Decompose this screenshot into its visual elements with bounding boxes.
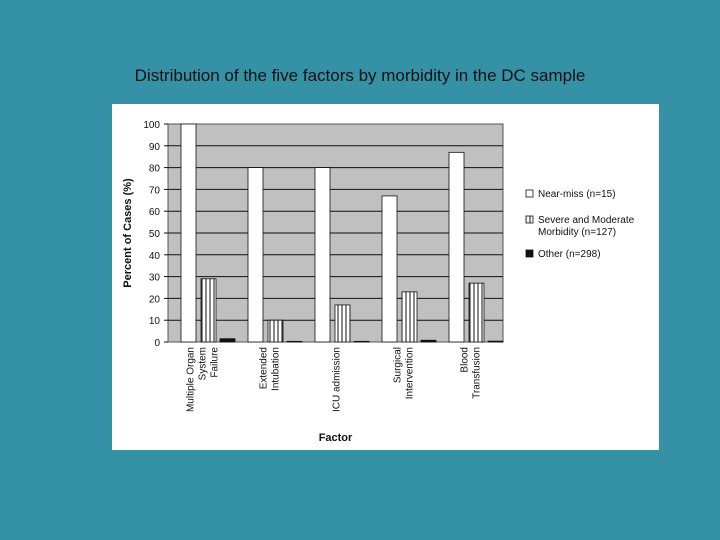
y-tick-label: 60 (149, 207, 161, 218)
y-axis-label: Percent of Cases (%) (122, 178, 134, 288)
x-category-label: Failure (210, 347, 221, 378)
x-category-label: Transfusion (472, 347, 483, 399)
y-tick-label: 90 (149, 142, 161, 153)
legend-label: Other (n=298) (538, 249, 601, 260)
x-category-label: Multiple Organ (186, 347, 197, 412)
bar (219, 338, 236, 343)
legend-label: Near-miss (n=15) (538, 189, 616, 200)
bar (200, 278, 217, 343)
bar (180, 123, 197, 343)
x-category-label: Intervention (405, 347, 416, 399)
y-tick-label: 70 (149, 185, 161, 196)
bar (267, 319, 284, 343)
bar (420, 339, 437, 343)
legend-swatch (525, 189, 534, 198)
x-axis-label: Factor (319, 432, 353, 444)
x-category-label: ICU admission (332, 347, 343, 412)
slide-title: Distribution of the five factors by morb… (134, 66, 586, 85)
x-category-label: System (198, 347, 209, 380)
legend-swatch (525, 215, 534, 224)
bar (487, 340, 504, 343)
y-tick-label: 80 (149, 164, 161, 175)
bar (381, 195, 398, 343)
bar (468, 282, 485, 343)
legend-box (511, 187, 657, 281)
bar (401, 291, 418, 343)
x-category-label: Extended (259, 347, 270, 389)
y-tick-label: 10 (149, 316, 161, 327)
y-tick-label: 20 (149, 294, 161, 305)
y-tick-label: 0 (154, 338, 160, 349)
chart-panel: 0 10 20 30 40 50 60 70 80 90 100 Percent of Cases (… (112, 104, 659, 450)
bar (286, 340, 303, 343)
bar (448, 151, 465, 343)
y-tick-label: 50 (149, 229, 161, 240)
legend-label: Severe and Moderate (538, 215, 635, 226)
bar (353, 340, 370, 343)
legend-label: Morbidity (n=127) (538, 227, 616, 238)
y-tick-label: 100 (143, 120, 160, 131)
x-category-label: Surgical (393, 347, 404, 383)
bar (314, 167, 331, 343)
bar-chart: 0 10 20 30 40 50 60 70 80 90 100 Percent of Cases (… (122, 120, 657, 444)
bar (334, 304, 351, 343)
bar (247, 167, 264, 343)
y-tick-label: 30 (149, 273, 161, 284)
x-category-label: Blood (460, 347, 471, 373)
y-tick-label: 40 (149, 251, 161, 262)
legend-swatch (525, 249, 534, 258)
x-category-label: Intubation (271, 347, 282, 391)
